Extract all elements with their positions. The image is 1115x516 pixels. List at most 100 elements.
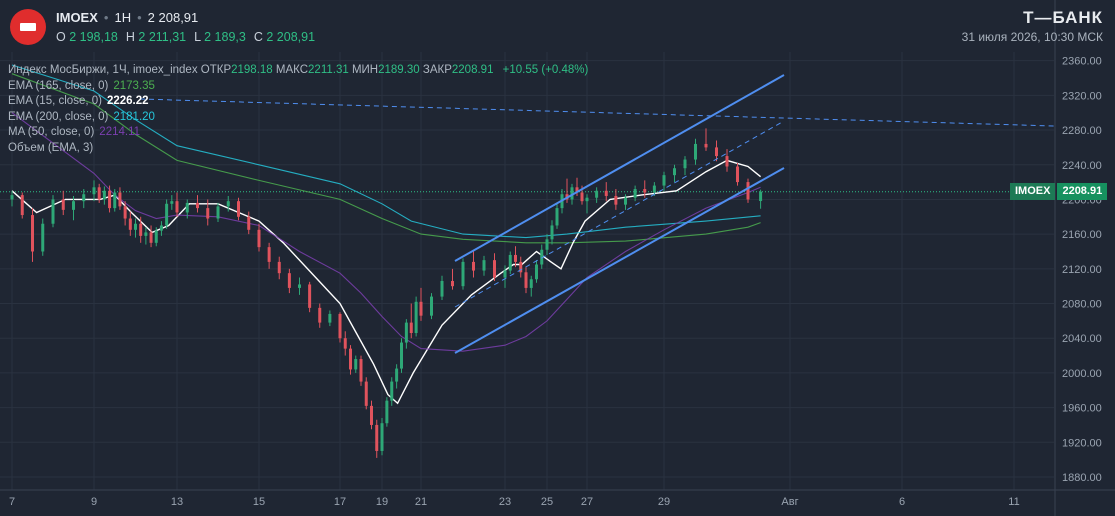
x-tick-label: 15 [253, 496, 265, 508]
candle-body [604, 190, 608, 196]
legend-close-label: ЗАКР [422, 64, 452, 76]
candle-body [257, 229, 261, 248]
legend-ma50-row[interactable]: MA (50, close, 0) 2214.11 [8, 125, 588, 141]
ohlc-readout: O 2 198,18 H 2 211,31 L 2 189,3 C 2 208,91 [56, 30, 323, 44]
candle-body [349, 348, 352, 370]
candle-body [92, 187, 96, 195]
y-tick-label: 2120.00 [1062, 264, 1102, 276]
tag-price: 2208.91 [1057, 183, 1108, 200]
last-price: 2 208,91 [147, 10, 199, 25]
candle-body [359, 359, 363, 382]
candle-body [535, 264, 538, 280]
candle-body [704, 143, 708, 148]
legend-label: EMA (165, close, 0) [8, 79, 109, 92]
open-label: O [56, 30, 66, 44]
candle-body [237, 201, 240, 217]
candle-body [61, 199, 65, 210]
candle-body [354, 359, 358, 370]
candle-body [108, 190, 112, 209]
candle-body [82, 194, 86, 202]
legend-label: EMA (200, close, 0) [8, 110, 109, 123]
candle-body [614, 195, 618, 205]
legend-value: 2181.20 [113, 110, 155, 123]
brand-logo-icon [10, 9, 46, 45]
candle-body [216, 206, 220, 219]
candle-body [725, 156, 729, 167]
separator-dot: • [103, 10, 109, 25]
legend-change: +10.55 (+0.48%) [502, 64, 589, 76]
y-tick-label: 2280.00 [1062, 125, 1102, 137]
symbol-header[interactable]: IMOEX • 1H • 2 208,91 [56, 10, 198, 25]
low-label: L [194, 30, 201, 44]
candle-body [390, 381, 394, 401]
x-tick-label: 9 [91, 496, 97, 508]
candle-body [123, 206, 127, 219]
candle-body [451, 280, 454, 287]
candle-body [550, 225, 554, 240]
candle-body [20, 195, 24, 216]
x-tick-label: 19 [376, 496, 388, 508]
candle-body [185, 202, 189, 213]
candle-body [570, 187, 574, 200]
high-value: 2 211,31 [138, 30, 187, 44]
legend-high-value: 2211.31 [308, 64, 349, 76]
candle-body [144, 232, 148, 236]
legend-main-row[interactable]: Индекс МосБиржи, 1Ч, imoex_index ОТКР219… [8, 63, 588, 79]
candle-body [715, 147, 718, 157]
x-tick-label: 7 [9, 496, 15, 508]
candle-body [338, 313, 342, 339]
channel-lower-line [454, 167, 785, 354]
legend-open-value: 2198.18 [231, 64, 273, 76]
candle-body [673, 168, 676, 176]
candle-body [196, 202, 199, 209]
candle-body [430, 296, 433, 316]
x-tick-label: 13 [171, 496, 183, 508]
legend-value: 2173.35 [113, 79, 155, 92]
close-label: C [253, 30, 263, 44]
candle-body [400, 342, 403, 369]
y-tick-label: 2360.00 [1062, 56, 1102, 68]
x-tick-label: Авг [781, 496, 798, 508]
y-tick-label: 1960.00 [1062, 403, 1102, 415]
legend-low-label: МИН [351, 64, 379, 76]
candle-body [328, 313, 332, 323]
legend-ema15-row[interactable]: EMA (15, close, 0) 2226.22 [8, 94, 588, 110]
candle-body [72, 201, 75, 210]
ema200-line [11, 64, 761, 239]
candle-body [380, 423, 384, 451]
candle-body [585, 197, 589, 202]
legend-open-label: ОТКР [200, 64, 232, 76]
candle-body [419, 301, 423, 316]
candle-body [41, 223, 45, 252]
legend-high-label: МАКС [275, 64, 309, 76]
legend-ema165-row[interactable]: EMA (165, close, 0) 2173.35 [8, 79, 588, 95]
brand-wordmark: Т—БАНК [1023, 8, 1103, 27]
candle-body [134, 223, 137, 230]
legend-value: 2214.11 [99, 126, 141, 139]
ema15-line [11, 159, 762, 405]
candle-body [267, 247, 271, 262]
ma50-line [11, 112, 761, 352]
candle-body [159, 225, 163, 231]
candle-body [128, 218, 132, 230]
separator-dot: • [137, 10, 142, 25]
close-value: 2 208,91 [266, 30, 316, 44]
candle-body [343, 338, 347, 349]
candle-body [503, 270, 507, 278]
candle-body [149, 232, 153, 243]
legend-ema200-row[interactable]: EMA (200, close, 0) 2181.20 [8, 110, 588, 126]
candle-body [555, 208, 559, 226]
legend-series-name: Индекс МосБиржи, 1Ч, imoex_index [8, 64, 198, 76]
y-tick-label: 2160.00 [1062, 229, 1102, 241]
legend-low-value: 2189.30 [378, 64, 420, 76]
y-tick-label: 2040.00 [1062, 333, 1102, 345]
candle-body [226, 201, 230, 207]
candle-body [175, 201, 179, 213]
high-label: H [125, 30, 135, 44]
candle-body [524, 272, 528, 288]
candle-body [482, 260, 486, 271]
candle-body [370, 405, 373, 425]
candle-body [395, 368, 399, 382]
legend-value: 2226.22 [106, 95, 149, 108]
legend-volume-row[interactable]: Объем (EMA, 3) [8, 141, 588, 157]
